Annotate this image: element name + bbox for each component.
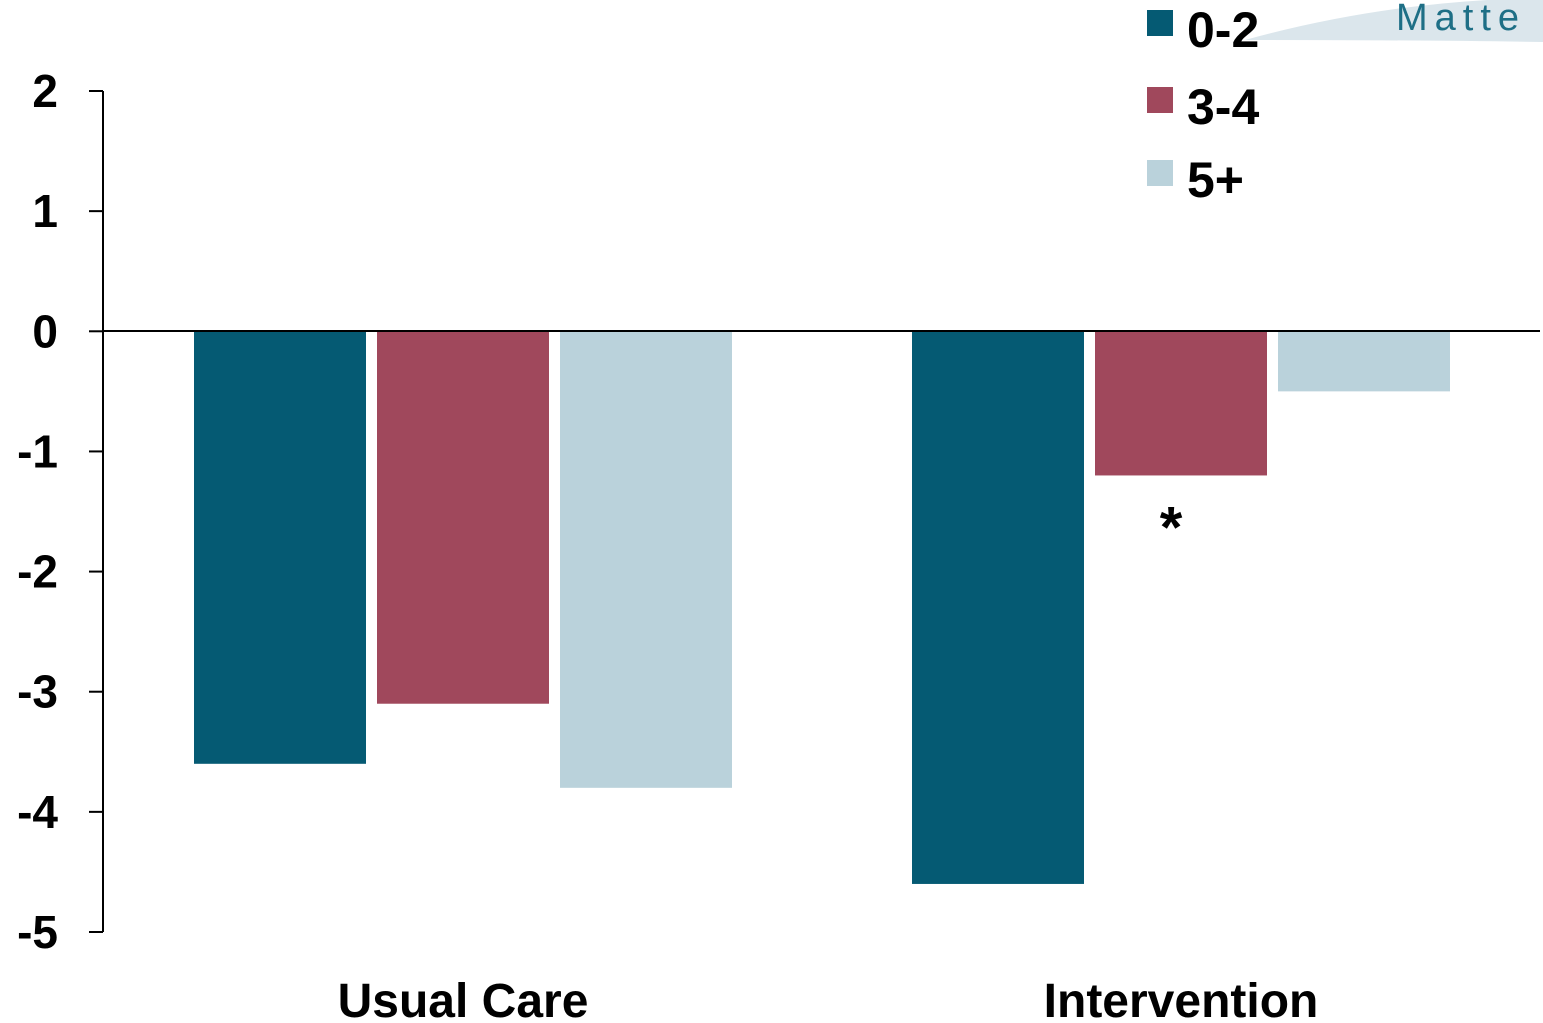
y-tick-label: 1 (32, 185, 58, 237)
legend-label: 3-4 (1187, 79, 1259, 135)
significance-asterisk: * (1160, 495, 1183, 560)
legend-label: 5+ (1187, 152, 1244, 208)
y-tick-label: -3 (17, 666, 58, 718)
logo-swoosh (1245, 0, 1543, 42)
legend: 0-2 3-4 5+ (1147, 2, 1259, 208)
x-category-label: Intervention (1044, 975, 1319, 1023)
legend-swatch (1147, 87, 1173, 113)
y-tick-label: -4 (17, 786, 58, 838)
bar-intervention-3-4 (1095, 331, 1267, 476)
y-ticks: 2 1 0 -1 -2 -3 -4 -5 (17, 65, 103, 958)
legend-label: 0-2 (1187, 2, 1259, 58)
bar-usual-care-5plus (560, 331, 732, 788)
legend-swatch (1147, 10, 1173, 36)
y-tick-label: 0 (32, 305, 58, 357)
y-tick-label: -1 (17, 425, 58, 477)
bar-usual-care-3-4 (377, 331, 549, 704)
annotations: * (1160, 495, 1183, 560)
bar-usual-care-0-2 (194, 331, 366, 764)
logo-mark: Matte (1245, 0, 1543, 42)
bars (194, 331, 1450, 884)
y-tick-label: -5 (17, 906, 58, 958)
x-category-label: Usual Care (338, 975, 589, 1023)
bar-intervention-0-2 (912, 331, 1084, 884)
y-tick-label: 2 (32, 65, 58, 117)
bar-intervention-5plus (1278, 331, 1450, 392)
y-tick-label: -2 (17, 546, 58, 598)
logo-text: Matte (1396, 0, 1526, 39)
x-categories: Usual Care Intervention (338, 975, 1319, 1023)
legend-swatch (1147, 160, 1173, 186)
